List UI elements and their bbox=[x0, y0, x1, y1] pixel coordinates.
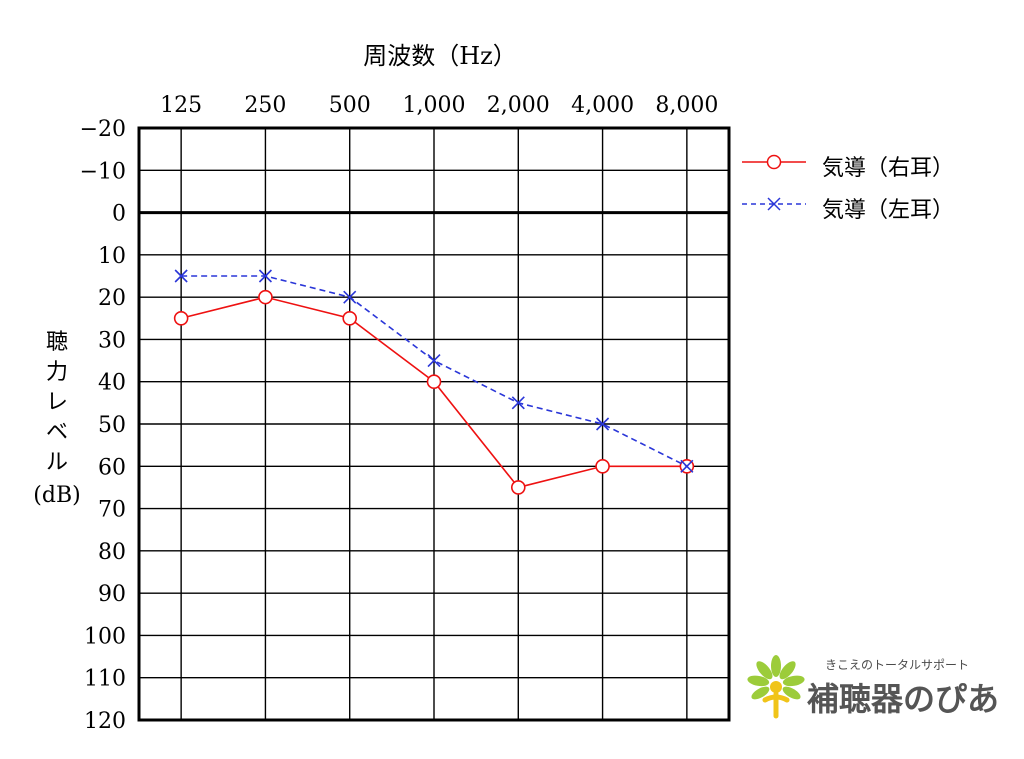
data-point-right-ear bbox=[258, 289, 273, 305]
chart-grid bbox=[139, 127, 729, 721]
data-point-left-ear bbox=[427, 354, 441, 368]
y-tick-label: 60 bbox=[98, 455, 126, 480]
data-point-right-ear bbox=[426, 374, 442, 390]
y-tick-label: 80 bbox=[98, 540, 126, 565]
x-tick-label: 500 bbox=[329, 93, 371, 118]
x-tick-label: 1,000 bbox=[403, 93, 466, 118]
y-tick-label: 120 bbox=[84, 709, 126, 734]
series-layer bbox=[173, 269, 695, 495]
legend-swatch-left-ear bbox=[742, 197, 806, 211]
legend-label-right-ear: 気導（右耳） bbox=[822, 156, 955, 181]
data-point-left-ear bbox=[343, 290, 357, 304]
y-axis-label-main: 聴力レベル bbox=[43, 328, 71, 478]
legend-swatch-right-ear bbox=[742, 154, 806, 170]
y-axis-label-unit: (dB) bbox=[33, 483, 81, 508]
x-tick-label: 8,000 bbox=[655, 93, 718, 118]
data-point-left-ear bbox=[511, 396, 525, 410]
y-axis-label-char: レ bbox=[45, 390, 68, 415]
x-tick-label: 250 bbox=[244, 93, 286, 118]
chart-title: 周波数（Hz） bbox=[363, 42, 517, 70]
y-tick-label: 0 bbox=[112, 202, 126, 227]
x-tick-label: 4,000 bbox=[571, 93, 634, 118]
legend: 気導（右耳） 気導（左耳） bbox=[738, 146, 1018, 230]
y-tick-label: 90 bbox=[98, 582, 126, 607]
y-tick-label: −20 bbox=[80, 117, 126, 142]
x-tick-label: 2,000 bbox=[487, 93, 550, 118]
y-tick-labels: −20 −10 0 10 20 30 40 50 60 70 80 90 100 110 120 bbox=[80, 117, 126, 734]
brand-logo: きこえのトータルサポート 補聴器のぴあ bbox=[745, 654, 999, 724]
y-tick-label: 100 bbox=[84, 624, 126, 649]
y-tick-label: 10 bbox=[98, 244, 126, 269]
data-point-left-ear bbox=[258, 269, 272, 283]
data-point-right-ear bbox=[173, 310, 189, 326]
y-axis-label-char: ベ bbox=[45, 420, 68, 445]
legend-label-left-ear: 気導（左耳） bbox=[822, 198, 955, 223]
data-point-left-ear bbox=[174, 269, 188, 283]
y-tick-label: −10 bbox=[80, 159, 126, 184]
data-point-right-ear bbox=[510, 480, 526, 495]
sprout-person-icon bbox=[747, 655, 805, 719]
legend-item-right-ear: 気導（右耳） bbox=[738, 146, 1018, 188]
y-tick-label: 50 bbox=[98, 413, 126, 438]
logo-name: 補聴器のぴあ bbox=[807, 680, 1000, 718]
data-point-right-ear bbox=[342, 310, 358, 326]
x-tick-labels: 125 250 500 1,000 2,000 4,000 8,000 bbox=[160, 93, 718, 118]
plot-frame bbox=[137, 126, 731, 722]
y-tick-label: 20 bbox=[98, 286, 126, 311]
logo-tagline: きこえのトータルサポート bbox=[825, 658, 970, 672]
legend-item-left-ear: 気導（左耳） bbox=[738, 188, 1018, 230]
data-point-left-ear bbox=[596, 417, 610, 431]
y-axis-label-char: 力 bbox=[45, 360, 68, 385]
y-tick-label: 40 bbox=[98, 371, 126, 396]
y-axis-label-char: 聴 bbox=[45, 330, 68, 355]
y-tick-label: 30 bbox=[98, 328, 126, 353]
data-point-right-ear bbox=[595, 458, 610, 474]
y-axis-label: 聴力レベル (dB) bbox=[26, 328, 88, 510]
y-tick-label: 70 bbox=[98, 498, 126, 523]
y-axis-label-char: ル bbox=[45, 450, 68, 475]
x-tick-label: 125 bbox=[160, 93, 202, 118]
y-tick-label: 110 bbox=[84, 667, 126, 692]
data-point-left-ear bbox=[680, 459, 694, 473]
